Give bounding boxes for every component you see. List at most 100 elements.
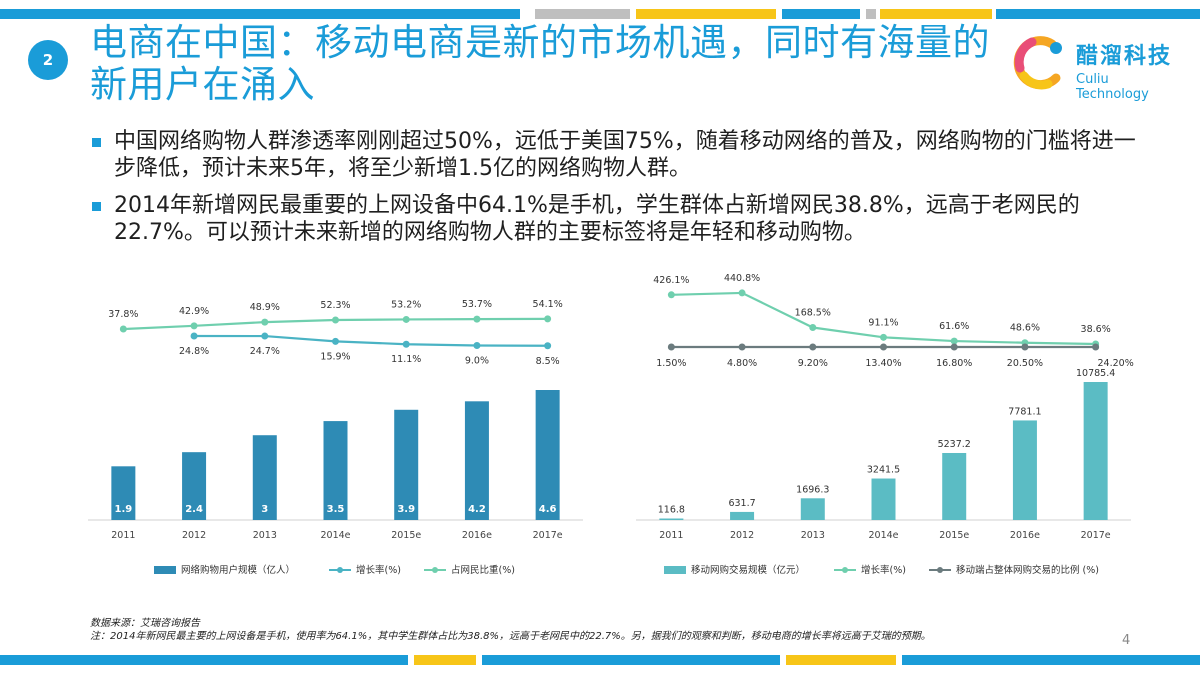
legend-label: 移动网购交易规模（亿元） — [691, 564, 805, 576]
series-point — [190, 332, 198, 340]
bullet-text: 2014年新增网民最重要的上网设备中64.1%是手机，学生群体占新增网民38.8… — [114, 193, 1080, 245]
bar-value-label: 4.6 — [539, 504, 557, 515]
company-logo: 醋溜科技 Culiu Technology — [1012, 32, 1182, 102]
series-point-label: 9.20% — [798, 358, 828, 369]
series-point-label: 24.8% — [179, 346, 209, 357]
bullet-item: 中国网络购物人群渗透率刚刚超过50%，远低于美国75%，随着移动网络的普及，网络… — [88, 128, 1138, 182]
x-tick-label: 2012 — [730, 530, 754, 541]
legend-swatch-point — [337, 567, 343, 573]
bullet-text: 中国网络购物人群渗透率刚刚超过50%，远低于美国75%，随着移动网络的普及，网络… — [114, 129, 1136, 181]
series-point-label: 91.1% — [868, 317, 898, 328]
square-bullet-icon — [92, 138, 101, 147]
series-point-label: 4.80% — [727, 358, 757, 369]
bar-value-label: 3 — [261, 504, 268, 515]
logo-icon — [1013, 36, 1062, 90]
bar — [182, 452, 207, 520]
series-point — [738, 343, 746, 351]
bar-value-label: 4.2 — [468, 504, 486, 515]
series-point-label: 38.6% — [1081, 324, 1111, 335]
series-point-label: 37.8% — [108, 309, 138, 320]
series-point-label: 53.7% — [462, 299, 492, 310]
bullet-item: 2014年新增网民最重要的上网设备中64.1%是手机，学生群体占新增网民38.8… — [88, 192, 1138, 246]
bar-value-label: 10785.4 — [1076, 368, 1115, 379]
note-text: 注：2014年新网民最主要的上网设备是手机，使用率为64.1%，其中学生群体占比… — [90, 631, 931, 642]
series-point-label: 61.6% — [939, 321, 969, 332]
bar-value-label: 3.9 — [397, 504, 415, 515]
legend-label: 移动端占整体网购交易的比例 (%) — [956, 564, 1099, 576]
x-tick-label: 2017e — [1081, 530, 1111, 541]
x-tick-label: 2015e — [391, 530, 421, 541]
legend-swatch-point — [432, 567, 438, 573]
x-tick-label: 2015e — [939, 530, 969, 541]
legend-label: 增长率(%) — [356, 564, 401, 576]
series-point-label: 426.1% — [653, 275, 689, 286]
series-point-label: 11.1% — [391, 354, 421, 365]
series-point — [473, 315, 481, 323]
bar-value-label: 7781.1 — [1008, 406, 1041, 417]
bar — [535, 390, 560, 520]
series-point — [880, 343, 887, 351]
bar-value-label: 116.8 — [658, 505, 685, 516]
x-tick-label: 2013 — [253, 530, 277, 541]
bar — [800, 498, 825, 520]
bullet-list: 中国网络购物人群渗透率刚刚超过50%，远低于美国75%，随着移动网络的普及，网络… — [88, 128, 1138, 256]
series-point — [544, 315, 552, 323]
bar-value-label: 3.5 — [327, 504, 345, 515]
legend-label: 增长率(%) — [861, 564, 906, 576]
logo-name-cn: 醋溜科技 — [1076, 44, 1173, 69]
bar — [871, 478, 896, 520]
series-point — [261, 332, 269, 340]
series-point — [950, 343, 958, 351]
legend-swatch-point — [842, 567, 848, 573]
square-bullet-icon — [92, 202, 101, 211]
series-point — [402, 340, 410, 348]
series-point-label: 24.7% — [250, 346, 280, 357]
bar — [111, 466, 136, 520]
x-tick-label: 2011 — [659, 530, 683, 541]
bar-value-label: 631.7 — [728, 498, 755, 509]
bar — [1012, 420, 1037, 520]
chart-online-shoppers: 1.9 2011 2.4 2012 3 2013 3.5 2014e 3.9 2015e 4.2 20… — [88, 270, 588, 590]
series-point — [950, 337, 958, 345]
series-point-label: 24.20% — [1098, 358, 1134, 369]
x-tick-label: 2016e — [462, 530, 492, 541]
x-tick-label: 2016e — [1010, 530, 1040, 541]
series-point — [332, 337, 339, 345]
series-point-label: 48.9% — [250, 302, 280, 313]
series-point-label: 1.50% — [656, 358, 686, 369]
series-point — [190, 322, 198, 330]
source-text: 数据来源：艾瑞咨询报告 — [90, 618, 200, 629]
bar-value-label: 3241.5 — [867, 465, 900, 476]
series-point — [544, 342, 552, 350]
bar-value-label: 2.4 — [185, 504, 203, 515]
top-decor-bar — [0, 9, 1200, 19]
series-point-label: 48.6% — [1010, 323, 1040, 334]
series-point — [1021, 343, 1029, 351]
series-point-label: 13.40% — [865, 358, 901, 369]
legend-swatch — [664, 566, 686, 574]
series-point — [119, 325, 127, 333]
series-point — [809, 343, 817, 351]
logo-name-en: Culiu Technology — [1076, 72, 1149, 102]
legend-label: 占网民比重(%) — [451, 564, 515, 576]
series-point-label: 20.50% — [1007, 358, 1043, 369]
series-point-label: 440.8% — [724, 273, 760, 284]
series-point-label: 16.80% — [936, 358, 972, 369]
series-point-label: 8.5% — [536, 356, 560, 367]
footer-notes: 数据来源：艾瑞咨询报告 注：2014年新网民最主要的上网设备是手机，使用率为64… — [90, 617, 931, 643]
series-point — [1092, 343, 1100, 351]
x-tick-label: 2012 — [182, 530, 206, 541]
legend-swatch-point — [937, 567, 943, 573]
series-point — [261, 318, 269, 326]
x-tick-label: 2014e — [868, 530, 898, 541]
series-point — [880, 333, 887, 341]
series-point — [738, 289, 746, 297]
series-point-label: 168.5% — [795, 308, 831, 319]
bar — [323, 421, 348, 520]
x-tick-label: 2013 — [801, 530, 825, 541]
series-point-label: 42.9% — [179, 306, 209, 317]
bar — [1083, 382, 1108, 520]
page-number: 4 — [1122, 633, 1131, 648]
series-point — [667, 343, 675, 351]
series-point — [332, 316, 339, 324]
